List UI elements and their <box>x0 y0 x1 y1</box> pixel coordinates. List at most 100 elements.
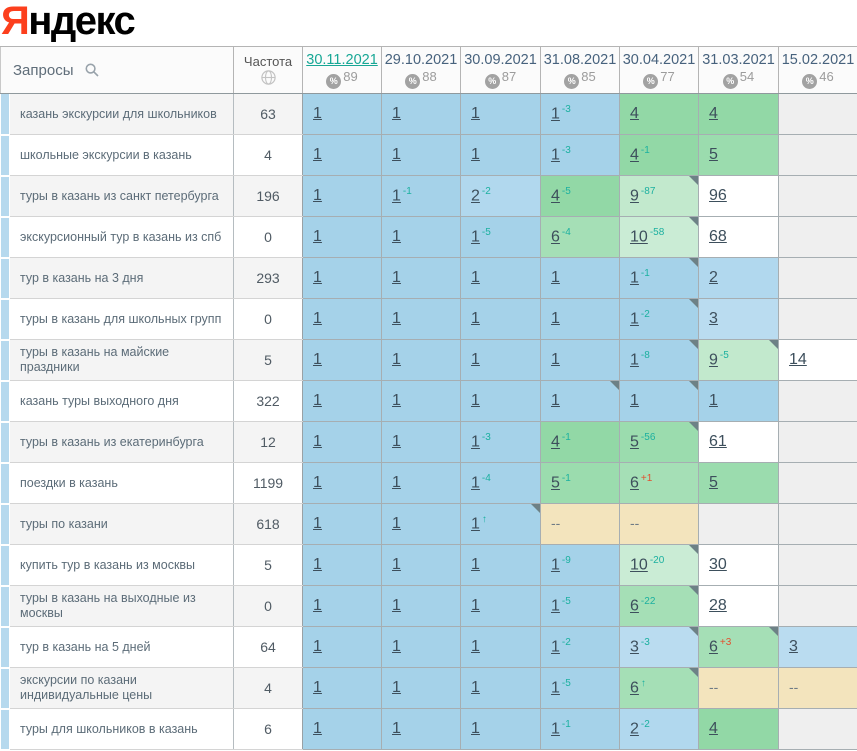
position-link[interactable]: 1 <box>313 351 322 368</box>
row-select-stripe[interactable] <box>1 340 10 381</box>
position-link[interactable]: 1 <box>392 720 401 737</box>
position-link[interactable]: 5 <box>709 474 718 491</box>
position-link[interactable]: 2 <box>709 269 718 286</box>
position-link[interactable]: 1 <box>630 311 639 328</box>
yandex-logo[interactable]: Яндекс <box>1 0 134 44</box>
position-link[interactable]: 1 <box>471 146 480 163</box>
position-link[interactable]: 1 <box>313 433 322 450</box>
row-select-stripe[interactable] <box>1 545 10 586</box>
position-link[interactable]: 9 <box>630 188 639 205</box>
position-link[interactable]: 1 <box>392 228 401 245</box>
position-link[interactable]: 1 <box>392 269 401 286</box>
row-select-stripe[interactable] <box>1 135 10 176</box>
position-link[interactable]: 1 <box>551 392 560 409</box>
position-link[interactable]: 5 <box>709 146 718 163</box>
globe-icon[interactable] <box>261 70 276 85</box>
row-select-stripe[interactable] <box>1 258 10 299</box>
position-link[interactable]: 1 <box>313 310 322 327</box>
position-link[interactable]: 1 <box>392 515 401 532</box>
position-link[interactable]: 1 <box>551 147 560 164</box>
position-link[interactable]: 1 <box>313 392 322 409</box>
position-link[interactable]: 1 <box>471 720 480 737</box>
position-link[interactable]: 1 <box>471 351 480 368</box>
position-link[interactable]: 14 <box>789 351 807 368</box>
position-link[interactable]: 6 <box>630 475 639 492</box>
position-link[interactable]: 2 <box>471 188 480 205</box>
position-link[interactable]: 1 <box>551 680 560 697</box>
position-link[interactable]: 1 <box>392 597 401 614</box>
position-link[interactable]: 1 <box>551 269 560 286</box>
position-link[interactable]: 5 <box>630 434 639 451</box>
row-select-stripe[interactable] <box>1 586 10 627</box>
position-link[interactable]: 61 <box>709 433 727 450</box>
position-link[interactable]: 6 <box>630 680 639 697</box>
row-select-stripe[interactable] <box>1 627 10 668</box>
search-icon[interactable] <box>85 63 99 77</box>
position-link[interactable]: 10 <box>630 557 648 574</box>
row-select-stripe[interactable] <box>1 176 10 217</box>
position-link[interactable]: 1 <box>392 105 401 122</box>
date-link[interactable]: 30.11.2021 <box>303 52 381 68</box>
position-link[interactable]: 1 <box>392 146 401 163</box>
date-link[interactable]: 15.02.2021 <box>779 52 857 68</box>
position-link[interactable]: 6 <box>630 598 639 615</box>
row-select-stripe[interactable] <box>1 299 10 340</box>
position-link[interactable]: 1 <box>471 229 480 246</box>
position-link[interactable]: 1 <box>709 392 718 409</box>
position-link[interactable]: 1 <box>471 597 480 614</box>
date-link[interactable]: 31.03.2021 <box>699 52 778 68</box>
position-link[interactable]: 1 <box>471 679 480 696</box>
position-link[interactable]: 1 <box>471 310 480 327</box>
position-link[interactable]: 1 <box>392 556 401 573</box>
position-link[interactable]: 1 <box>471 475 480 492</box>
position-link[interactable]: 1 <box>313 515 322 532</box>
position-link[interactable]: 1 <box>551 721 560 738</box>
position-link[interactable]: 4 <box>551 188 560 205</box>
position-link[interactable]: 1 <box>471 105 480 122</box>
position-link[interactable]: 1 <box>313 638 322 655</box>
position-link[interactable]: 1 <box>392 188 401 205</box>
position-link[interactable]: 1 <box>392 433 401 450</box>
position-link[interactable]: 68 <box>709 228 727 245</box>
position-link[interactable]: 1 <box>551 310 560 327</box>
position-link[interactable]: 96 <box>709 187 727 204</box>
position-link[interactable]: 1 <box>313 679 322 696</box>
row-select-stripe[interactable] <box>1 463 10 504</box>
position-link[interactable]: 6 <box>709 639 718 656</box>
position-link[interactable]: 1 <box>313 146 322 163</box>
position-link[interactable]: 1 <box>313 228 322 245</box>
position-link[interactable]: 1 <box>392 679 401 696</box>
position-link[interactable]: 3 <box>709 310 718 327</box>
row-select-stripe[interactable] <box>1 709 10 750</box>
row-select-stripe[interactable] <box>1 94 10 135</box>
position-link[interactable]: 1 <box>392 310 401 327</box>
position-link[interactable]: 1 <box>471 392 480 409</box>
position-link[interactable]: 2 <box>630 721 639 738</box>
position-link[interactable]: 1 <box>471 434 480 451</box>
date-link[interactable]: 31.08.2021 <box>541 52 619 68</box>
position-link[interactable]: 1 <box>313 556 322 573</box>
position-link[interactable]: 1 <box>630 392 639 409</box>
position-link[interactable]: 10 <box>630 229 648 246</box>
position-link[interactable]: 1 <box>392 474 401 491</box>
position-link[interactable]: 1 <box>551 639 560 656</box>
row-select-stripe[interactable] <box>1 504 10 545</box>
position-link[interactable]: 1 <box>630 352 639 369</box>
position-link[interactable]: 1 <box>313 187 322 204</box>
position-link[interactable]: 1 <box>392 392 401 409</box>
position-link[interactable]: 1 <box>392 638 401 655</box>
row-select-stripe[interactable] <box>1 668 10 709</box>
position-link[interactable]: 1 <box>392 351 401 368</box>
position-link[interactable]: 5 <box>551 475 560 492</box>
date-link[interactable]: 30.09.2021 <box>461 52 540 68</box>
position-link[interactable]: 4 <box>551 434 560 451</box>
position-link[interactable]: 4 <box>709 105 718 122</box>
position-link[interactable]: 3 <box>630 639 639 656</box>
position-link[interactable]: 1 <box>313 269 322 286</box>
position-link[interactable]: 1 <box>471 638 480 655</box>
row-select-stripe[interactable] <box>1 422 10 463</box>
position-link[interactable]: 4 <box>709 720 718 737</box>
row-select-stripe[interactable] <box>1 381 10 422</box>
position-link[interactable]: 30 <box>709 556 727 573</box>
position-link[interactable]: 1 <box>551 598 560 615</box>
